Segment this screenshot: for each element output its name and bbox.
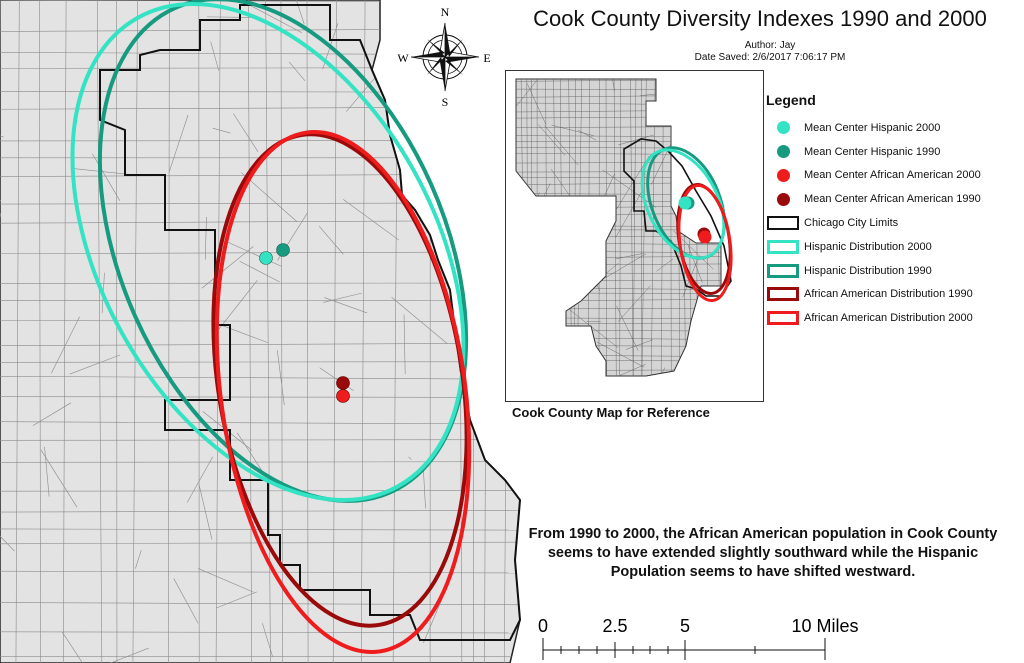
legend-outline-symbol [764, 308, 802, 328]
scale-bar: 0 2.5 5 10 Miles [538, 616, 859, 660]
summary-text: From 1990 to 2000, the African American … [528, 526, 998, 580]
scale-label-0: 0 [538, 616, 548, 636]
reference-map [515, 78, 733, 377]
legend-point-symbol [764, 165, 802, 185]
reference-hispanic-2000 [640, 148, 726, 260]
compass-east: E [483, 51, 490, 65]
mean-center-hispanic-1990 [276, 243, 290, 257]
legend-item: Hispanic Distribution 2000 [764, 235, 1019, 259]
author-text: Author: Jay [744, 40, 796, 51]
scale-label-5: 5 [680, 616, 690, 636]
legend: Legend Mean Center Hispanic 2000 Mean Cen… [764, 92, 1019, 330]
reference-map-frame [505, 70, 764, 402]
date-saved-text: Date Saved: 2/6/2017 7:06:17 PM [694, 52, 846, 63]
reference-map-caption: Cook County Map for Reference [512, 405, 710, 420]
compass-west: W [397, 51, 409, 65]
legend-label: Hispanic Distribution 2000 [804, 240, 932, 253]
map-title: Cook County Diversity Indexes 1990 and 2… [533, 6, 987, 31]
legend-outline-symbol [764, 284, 802, 304]
compass-rose-icon: N S E W [397, 5, 490, 109]
reference-mean-center-hispanic-2000 [678, 196, 692, 210]
legend-item: African American Distribution 1990 [764, 283, 1019, 307]
distribution-ellipses [70, 0, 472, 655]
legend-label: Mean Center Hispanic 1990 [804, 145, 941, 158]
main-map [0, 0, 522, 663]
compass-north: N [441, 5, 450, 19]
cook-county-outline [515, 78, 722, 377]
mean-center-hispanic-2000 [259, 251, 273, 265]
legend-label: Mean Center African American 2000 [804, 169, 981, 182]
african-american-distribution-2000 [214, 129, 472, 655]
legend-outline-symbol [764, 213, 802, 233]
legend-label: Mean Center Hispanic 2000 [804, 121, 941, 134]
reference-mean-center-african-american-2000 [698, 230, 712, 244]
legend-label: African American Distribution 2000 [804, 312, 973, 325]
legend-label: Hispanic Distribution 1990 [804, 264, 932, 277]
hispanic-distribution-2000 [70, 2, 466, 502]
legend-label: Mean Center African American 1990 [804, 193, 981, 206]
mean-center-african-american-2000 [336, 389, 350, 403]
compass-south: S [442, 95, 449, 109]
reference-african-american-2000 [677, 183, 733, 303]
legend-outline-symbol [764, 261, 802, 281]
legend-title: Legend [766, 92, 816, 108]
legend-point-symbol [764, 142, 802, 162]
legend-point-symbol [764, 189, 802, 209]
legend-item: Chicago City Limits [764, 211, 1019, 235]
scale-label-10-miles: 10 Miles [791, 616, 858, 636]
legend-item: Mean Center Hispanic 2000 [764, 116, 1019, 140]
legend-item: Mean Center African American 1990 [764, 187, 1019, 211]
legend-label: Chicago City Limits [804, 217, 899, 230]
legend-item: Hispanic Distribution 1990 [764, 259, 1019, 283]
mean-center-african-american-1990 [336, 376, 350, 390]
legend-point-symbol [764, 118, 802, 138]
legend-item: African American Distribution 2000 [764, 306, 1019, 330]
legend-item: Mean Center African American 2000 [764, 164, 1019, 188]
legend-outline-symbol [764, 237, 802, 257]
scale-label-2-5: 2.5 [602, 616, 627, 636]
reference-chicago-city-limits [623, 138, 732, 297]
legend-label: African American Distribution 1990 [804, 288, 973, 301]
legend-item: Mean Center Hispanic 1990 [764, 140, 1019, 164]
